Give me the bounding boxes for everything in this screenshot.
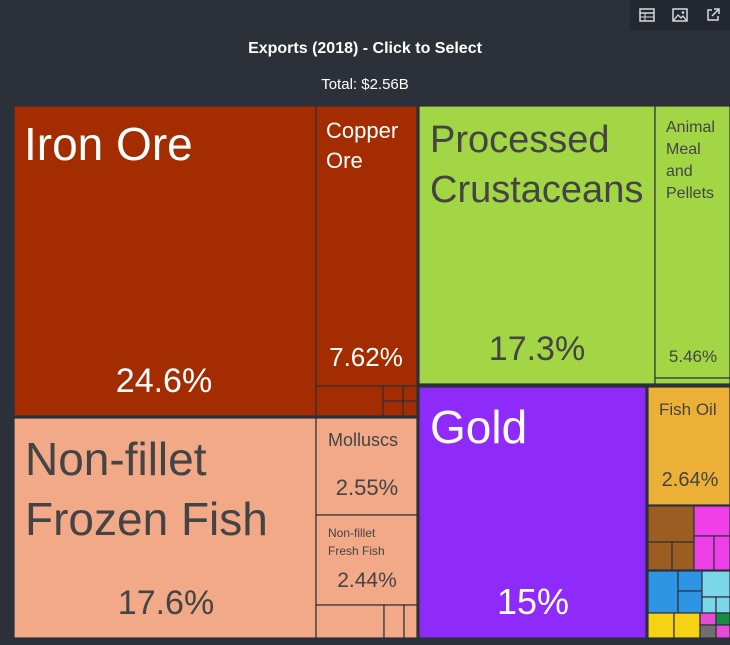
image-export-button[interactable]: [671, 6, 689, 24]
tile-minor-product[interactable]: [382, 385, 404, 402]
chart-title: Exports (2018) - Click to Select: [248, 40, 482, 57]
label-animal-meal-and-pellets: Pellets: [666, 185, 714, 202]
chart-toolbar: [630, 0, 730, 30]
percent-molluscs: 2.55%: [336, 475, 398, 500]
label-gold: Gold: [430, 401, 527, 453]
percent-non-fillet-frozen-fish: 17.6%: [118, 584, 214, 622]
tile-molluscs[interactable]: [315, 417, 418, 516]
tile-minor-product[interactable]: [693, 505, 730, 537]
tile-minor-product[interactable]: [677, 570, 703, 592]
tile-minor-product[interactable]: [403, 604, 418, 639]
tile-minor-product[interactable]: [713, 535, 730, 571]
label-copper-ore: Ore: [326, 148, 363, 173]
tile-minor-product[interactable]: [654, 377, 730, 385]
tile-processed-crustaceans[interactable]: [418, 105, 656, 385]
label-animal-meal-and-pellets: and: [666, 163, 693, 180]
tile-minor-product[interactable]: [715, 596, 730, 614]
label-processed-crustaceans: Crustaceans: [430, 169, 643, 211]
tile-non-fillet-fresh-fish[interactable]: [315, 514, 418, 606]
label-animal-meal-and-pellets: Animal: [666, 119, 715, 136]
tile-minor-product[interactable]: [402, 400, 418, 417]
tile-minor-product[interactable]: [693, 535, 715, 571]
label-animal-meal-and-pellets: Meal: [666, 141, 701, 158]
open-external-button[interactable]: [704, 6, 722, 24]
tile-minor-product[interactable]: [701, 596, 717, 614]
table-view-button[interactable]: [638, 6, 656, 24]
chart-total: Total: $2.56B: [321, 76, 409, 93]
tile-minor-product[interactable]: [647, 570, 679, 614]
tile-non-fillet-frozen-fish[interactable]: [13, 417, 317, 639]
label-fish-oil: Fish Oil: [659, 400, 717, 419]
tile-gold[interactable]: [418, 386, 647, 639]
tile-minor-product[interactable]: [671, 541, 695, 571]
tile-minor-product[interactable]: [673, 612, 701, 639]
tile-minor-product[interactable]: [699, 612, 717, 626]
percent-gold: 15%: [497, 581, 569, 622]
label-molluscs: Molluscs: [328, 430, 398, 450]
label-non-fillet-frozen-fish: Frozen Fish: [25, 493, 268, 545]
tile-minor-product[interactable]: [699, 624, 717, 639]
percent-copper-ore: 7.62%: [329, 342, 403, 372]
tile-minor-product[interactable]: [315, 385, 384, 417]
external-link-icon: [707, 8, 721, 21]
tile-minor-product[interactable]: [647, 612, 675, 639]
tile-minor-product[interactable]: [382, 400, 404, 417]
tile-minor-product[interactable]: [383, 604, 405, 639]
tile-animal-meal-and-pellets[interactable]: [654, 105, 730, 379]
tile-minor-product[interactable]: [402, 385, 418, 402]
label-copper-ore: Copper: [326, 118, 398, 143]
percent-processed-crustaceans: 17.3%: [489, 330, 585, 368]
label-non-fillet-fresh-fish: Fresh Fish: [328, 544, 385, 558]
tile-iron-ore[interactable]: [13, 105, 317, 417]
tile-minor-product[interactable]: [647, 541, 673, 571]
percent-fish-oil: 2.64%: [662, 469, 719, 491]
label-non-fillet-frozen-fish: Non-fillet: [25, 433, 207, 485]
tile-fish-oil[interactable]: [647, 386, 730, 506]
label-processed-crustaceans: Processed: [430, 119, 610, 161]
tile-minor-product[interactable]: [715, 612, 730, 626]
label-iron-ore: Iron Ore: [24, 118, 193, 170]
tile-minor-product[interactable]: [677, 590, 703, 614]
tile-minor-product[interactable]: [647, 505, 695, 543]
percent-iron-ore: 24.6%: [116, 362, 212, 400]
percent-non-fillet-fresh-fish: 2.44%: [337, 569, 397, 592]
tile-minor-product[interactable]: [701, 570, 730, 598]
percent-animal-meal-and-pellets: 5.46%: [669, 347, 717, 366]
image-icon: [672, 8, 688, 22]
tile-minor-product[interactable]: [315, 604, 385, 639]
table-icon: [638, 8, 655, 22]
tile-minor-product[interactable]: [715, 624, 730, 639]
label-non-fillet-fresh-fish: Non-fillet: [328, 526, 376, 540]
